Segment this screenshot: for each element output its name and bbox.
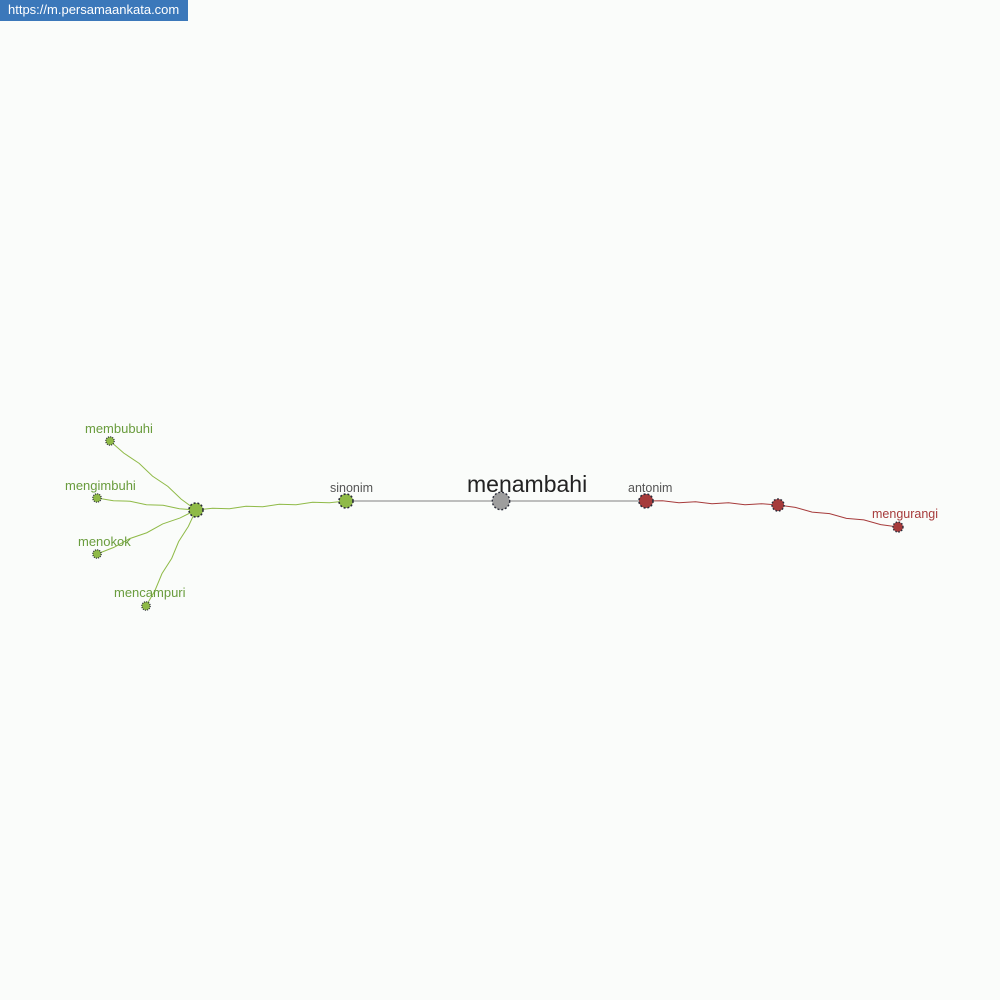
svg-text:mencampuri: mencampuri [114,585,186,600]
svg-text:mengimbuhi: mengimbuhi [65,478,136,493]
svg-text:menokok: menokok [78,534,131,549]
svg-text:mengurangi: mengurangi [872,507,938,521]
svg-text:antonim: antonim [628,481,672,495]
svg-text:menambahi: menambahi [467,471,587,497]
svg-text:sinonim: sinonim [330,481,373,495]
svg-text:membubuhi: membubuhi [85,421,153,436]
